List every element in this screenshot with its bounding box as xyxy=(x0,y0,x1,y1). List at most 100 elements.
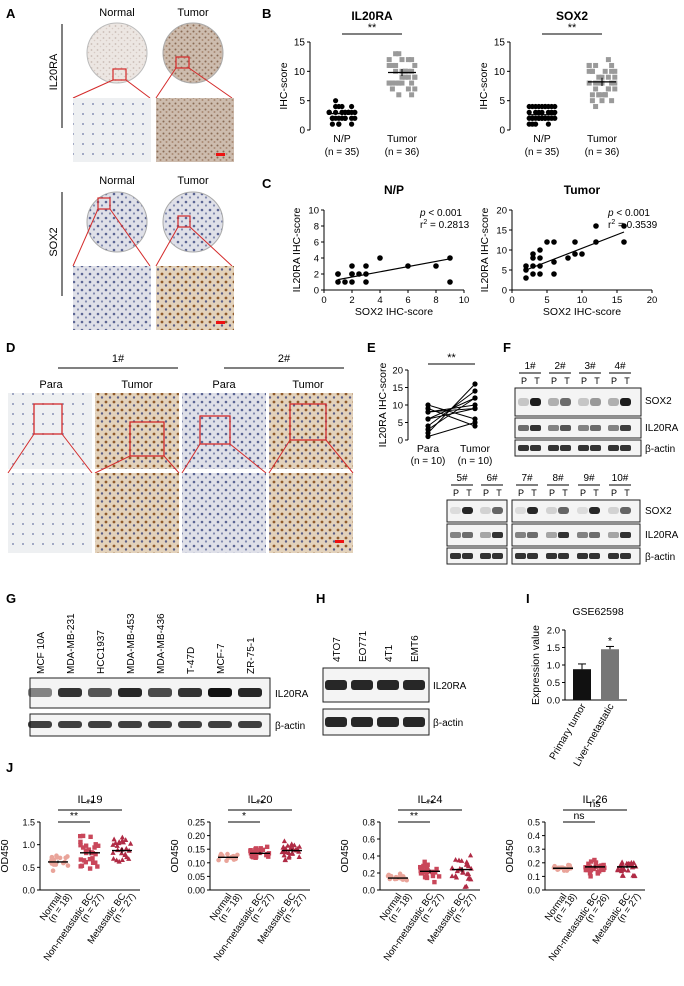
data-point xyxy=(389,80,395,86)
x-category-n: (n = 10) xyxy=(411,456,446,467)
data-point xyxy=(466,875,473,881)
data-point xyxy=(609,62,615,68)
data-point xyxy=(335,271,341,277)
data-point xyxy=(412,62,418,68)
data-point xyxy=(65,863,71,868)
f-band-actin xyxy=(577,553,588,559)
panel-g: MCF 10A MDA-MB-231 HCC1937 MDA-MB-453 MDA-MB… xyxy=(28,613,309,737)
y-tick-label: 6 xyxy=(314,238,319,249)
f-band-actin xyxy=(518,445,529,451)
data-point xyxy=(420,867,425,872)
data-point xyxy=(593,80,599,86)
data-point xyxy=(619,872,625,878)
d-tumor-1: Tumor xyxy=(121,379,153,391)
chart-c-tumor: Tumor 0 5 10 15 20 0 5 10 15 20 SOX2 IHC-score IL20R… xyxy=(479,183,658,318)
y-tick-label: 10 xyxy=(392,401,403,412)
data-point xyxy=(586,62,592,68)
sig-label: ** xyxy=(426,798,434,810)
data-point xyxy=(464,871,470,876)
y-tick-label: 0.2 xyxy=(362,869,375,879)
y-tick-label: 4 xyxy=(314,254,319,265)
data-point xyxy=(397,871,403,877)
chart-b-il20ra: IL20RA 0 5 10 15 IHC-score ** N/P (n = 35) Tumor (… xyxy=(278,9,419,158)
data-point xyxy=(612,86,618,92)
data-point xyxy=(526,109,532,115)
data-point xyxy=(83,860,89,865)
x-tick-label: 20 xyxy=(647,295,658,306)
a-row-il20ra: IL20RA xyxy=(48,53,60,90)
data-point xyxy=(78,842,83,848)
data-point xyxy=(78,857,84,862)
f-lane-p: P xyxy=(581,376,587,386)
data-point xyxy=(399,80,405,86)
f-lane-label: 1# xyxy=(524,361,536,372)
data-point xyxy=(339,115,345,121)
data-point xyxy=(421,863,426,869)
f-band-sox2 xyxy=(558,507,569,514)
data-point xyxy=(296,848,302,854)
data-point xyxy=(612,74,618,80)
y-tick-label: 0 xyxy=(314,286,319,297)
data-point xyxy=(609,68,615,74)
data-point xyxy=(631,860,637,865)
f-band-sox2 xyxy=(589,507,600,514)
data-point xyxy=(596,80,602,86)
data-point xyxy=(80,845,86,850)
d-para1-high xyxy=(8,473,92,553)
data-point xyxy=(280,844,287,850)
data-point xyxy=(599,92,605,98)
data-point xyxy=(418,865,423,870)
data-point xyxy=(78,839,83,845)
data-point xyxy=(545,115,552,121)
bar xyxy=(601,649,619,700)
data-point xyxy=(453,856,459,862)
paired-line xyxy=(427,404,476,413)
y-tick-label: 10 xyxy=(308,206,319,217)
data-point xyxy=(405,86,411,92)
data-point xyxy=(419,870,425,876)
f-lane-t: T xyxy=(564,376,570,386)
data-point xyxy=(412,86,418,92)
data-point xyxy=(537,255,543,261)
data-point xyxy=(216,857,221,863)
data-point xyxy=(595,871,601,876)
x-axis-label: SOX2 IHC-score xyxy=(543,306,621,318)
f-lane-t: T xyxy=(466,488,472,498)
data-point xyxy=(405,74,411,80)
data-point xyxy=(467,852,474,858)
data-point xyxy=(363,279,369,285)
data-point xyxy=(264,844,270,850)
y-tick-label: 15 xyxy=(496,226,507,237)
g-band-actin xyxy=(118,721,142,728)
f-lane-label: 8# xyxy=(552,473,564,484)
f-band-sox2 xyxy=(590,398,601,406)
regression-line xyxy=(525,231,625,271)
data-point xyxy=(602,68,608,74)
chart-title: Tumor xyxy=(564,183,601,197)
data-point xyxy=(612,68,618,74)
regression-line xyxy=(337,258,451,281)
f-band-sox2 xyxy=(578,398,589,406)
y-tick-label: 0.4 xyxy=(362,852,375,862)
data-point xyxy=(86,847,92,852)
data-point xyxy=(286,850,292,856)
sig-label: ** xyxy=(368,22,377,34)
data-point xyxy=(552,109,558,115)
f-lane-t: T xyxy=(531,488,537,498)
data-point xyxy=(50,868,56,874)
f-band-il20ra xyxy=(620,425,631,431)
data-point xyxy=(447,279,453,285)
data-point xyxy=(586,861,591,866)
d-tumor2-high xyxy=(269,473,353,553)
g-band-il20ra xyxy=(148,688,172,697)
data-point xyxy=(453,874,460,880)
y-tick-label: 0.5 xyxy=(527,818,540,828)
f-label-il20ra-top: IL20RA xyxy=(645,423,679,434)
f-band-sox2 xyxy=(620,398,631,406)
data-point xyxy=(116,858,122,864)
data-point xyxy=(425,402,431,408)
h-label-actin: β-actin xyxy=(433,718,463,729)
f-band-actin xyxy=(590,445,601,451)
